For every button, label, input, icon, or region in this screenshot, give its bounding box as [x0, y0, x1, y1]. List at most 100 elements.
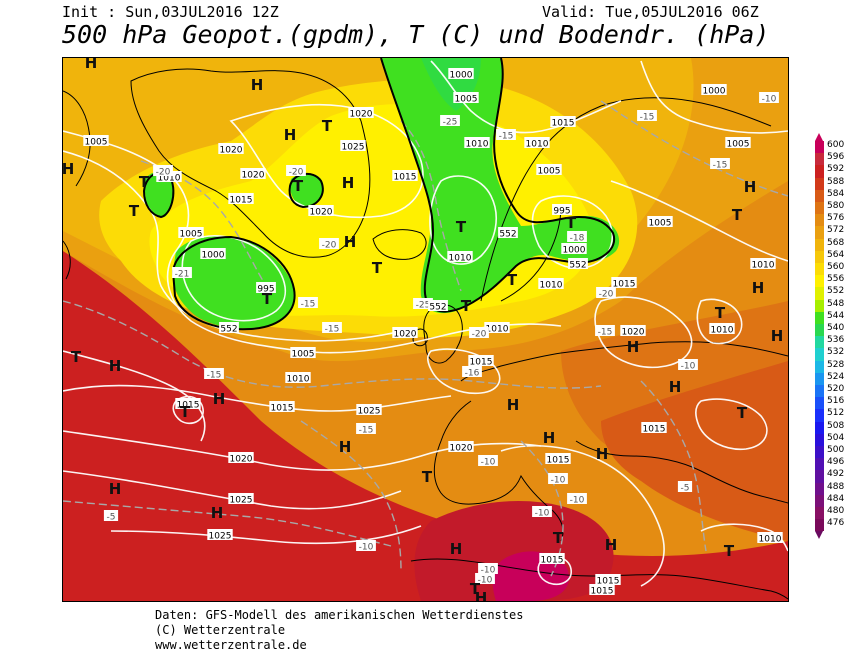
svg-text:1000: 1000 [703, 87, 726, 97]
svg-text:1000: 1000 [202, 251, 225, 261]
map-canvas: 1005 1020 1020 1010 1015 1005 1000 995 1020 1025 1… [63, 58, 788, 601]
pressure-label: 1025 [340, 140, 366, 153]
svg-text:1025: 1025 [358, 407, 381, 417]
svg-text:552: 552 [220, 325, 237, 335]
pressure-label: 1020 [240, 168, 266, 181]
isobars [63, 60, 788, 587]
legend-entry: 500 [812, 445, 850, 459]
isobar-7 [110, 525, 422, 545]
isobar-16 [695, 398, 768, 451]
temperature-label: -15 [204, 368, 224, 381]
svg-text:-10: -10 [762, 95, 777, 105]
legend-label: 548 [827, 298, 845, 309]
footer-copyright: (C) Wetterzentrale [155, 623, 286, 637]
pressure-label: 1020 [228, 452, 254, 465]
pressure-label: 1005 [290, 347, 316, 360]
svg-text:-10: -10 [535, 509, 550, 519]
pressure-label: 1010 [464, 137, 490, 150]
pressure-label: 1015 [595, 574, 621, 587]
high-pressure-marker: H [339, 438, 352, 456]
coast-iceland [372, 229, 427, 260]
svg-text:-15: -15 [640, 113, 655, 123]
temperature-label: -25 [413, 298, 433, 311]
legend-label: 592 [827, 164, 845, 175]
svg-text:-21: -21 [175, 270, 190, 280]
low-pressure-marker: T [422, 468, 433, 486]
legend-entry: 484 [812, 494, 850, 507]
legend-label: 596 [827, 152, 845, 163]
svg-text:1010: 1010 [287, 375, 310, 385]
coast-europe [433, 341, 788, 542]
low-pressure-marker: T [129, 202, 140, 220]
svg-text:-10: -10 [681, 362, 696, 372]
svg-text:-10: -10 [359, 543, 374, 553]
pressure-label: 1015 [269, 401, 295, 414]
legend-bottom-arrow [815, 531, 823, 540]
legend-swatch [815, 189, 824, 202]
svg-text:1020: 1020 [220, 146, 243, 156]
pressure-label: 1015 [175, 398, 201, 411]
svg-text:-25: -25 [416, 301, 431, 311]
pressure-label: 1005 [725, 137, 751, 150]
pressure-label: 1020 [392, 327, 418, 340]
legend-entry: 596 [812, 152, 850, 166]
svg-text:1010: 1010 [540, 281, 563, 291]
pressure-label: 1015 [641, 422, 667, 435]
legend-entry: 568 [812, 238, 850, 251]
low-pressure-marker: T [553, 529, 564, 547]
pressure-label: 1020 [218, 143, 244, 156]
pressure-label: 1015 [539, 553, 565, 566]
valid-time: Valid: Tue,05JUL2016 06Z [542, 3, 759, 21]
legend-swatch [815, 421, 824, 434]
svg-text:1015: 1015 [643, 425, 666, 435]
high-pressure-marker: H [543, 429, 556, 447]
low-pressure-marker: T [322, 117, 333, 135]
svg-text:-15: -15 [325, 325, 340, 335]
pressure-label: 1005 [536, 164, 562, 177]
high-pressure-marker: H [605, 536, 618, 554]
svg-text:-15: -15 [598, 328, 613, 338]
legend-entry: 564 [812, 250, 850, 263]
weather-map: 1005 1020 1020 1010 1015 1005 1000 995 1020 1025 1… [62, 57, 789, 602]
temperature-label: -20 [319, 238, 339, 251]
legend-label: 528 [827, 359, 845, 370]
svg-text:1005: 1005 [455, 95, 478, 105]
pressure-label: 1025 [356, 404, 382, 417]
legend-entry: 552 [812, 286, 850, 300]
legend-label: 540 [827, 323, 845, 333]
isobar-22 [427, 348, 501, 395]
pressure-label: 1020 [308, 205, 334, 218]
geopotential-label: 552 [568, 258, 588, 271]
low-pressure-marker: T [715, 304, 726, 322]
pressure-label: 1010 [750, 258, 776, 271]
svg-text:1020: 1020 [230, 455, 253, 465]
legend-label: 544 [827, 310, 845, 321]
footer-website: www.wetterzentrale.de [155, 638, 307, 652]
temperature-label: -10 [678, 359, 698, 372]
legend-swatch [815, 263, 824, 276]
low-pressure-marker: T [180, 403, 191, 421]
legend-label: 476 [827, 518, 845, 529]
svg-text:-18: -18 [570, 234, 585, 244]
svg-text:1020: 1020 [622, 328, 645, 338]
low-pressure-marker: T [470, 580, 481, 598]
high-pressure-marker: H [211, 504, 224, 522]
svg-text:1015: 1015 [177, 401, 200, 411]
legend-swatch [815, 226, 824, 239]
pressure-label: 1000 [448, 68, 474, 81]
legend-label: 500 [827, 445, 845, 455]
legend-swatch [815, 177, 824, 190]
pressure-label: 1005 [453, 92, 479, 105]
coast-greenland [130, 68, 371, 258]
temperature-label: -16 [462, 366, 482, 379]
footer-source: Daten: GFS-Modell des amerikanischen Wet… [155, 608, 524, 622]
pressure-label: 1010 [484, 322, 510, 335]
temperature-label: -15 [710, 158, 730, 171]
pressure-label: 1025 [207, 529, 233, 542]
pressure-label: 1010 [709, 323, 735, 336]
legend-label: 572 [827, 225, 845, 236]
svg-text:1020: 1020 [350, 110, 373, 120]
low-pressure-marker: T [262, 290, 273, 308]
legend-swatch [815, 250, 824, 263]
pressure-label: 1015 [545, 453, 571, 466]
